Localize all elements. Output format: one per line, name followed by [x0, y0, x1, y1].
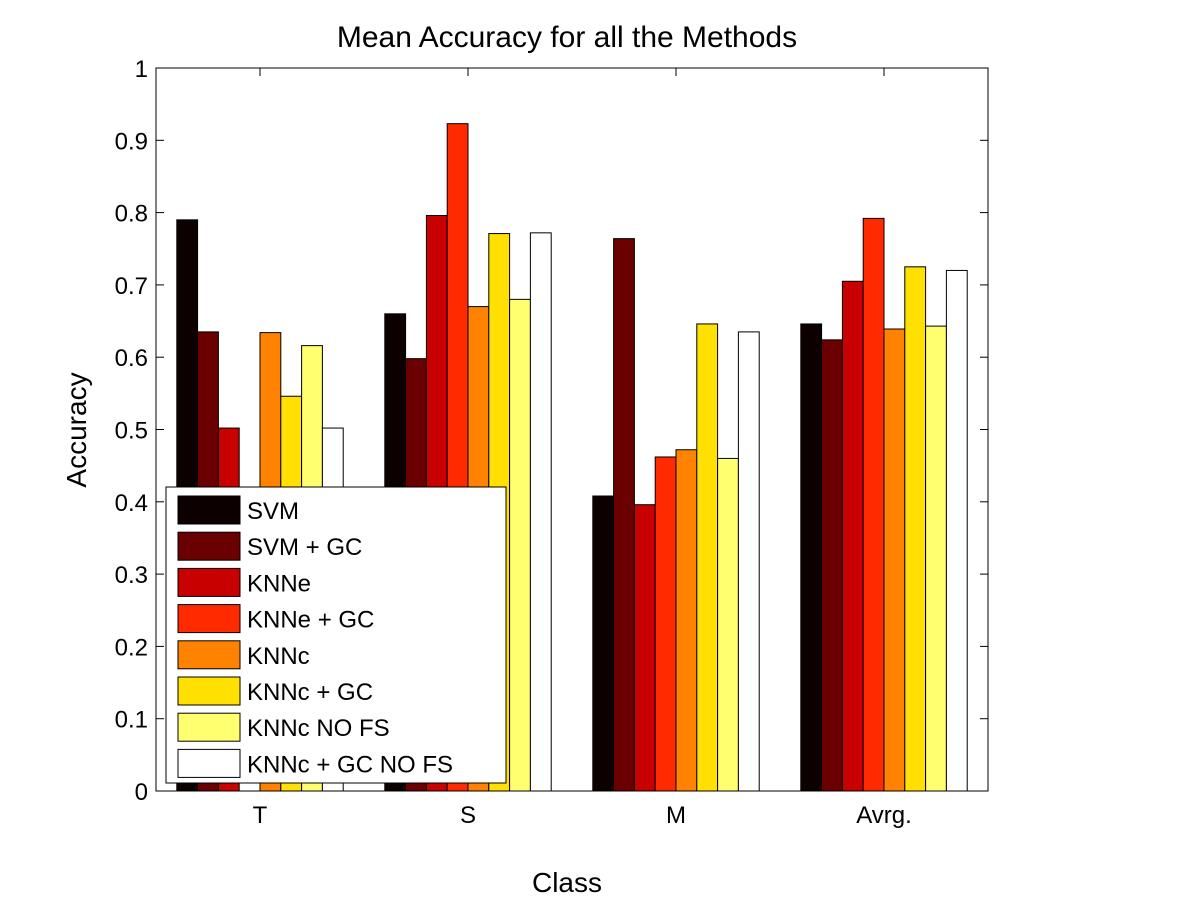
bar-avrg-series-2 [841, 280, 864, 792]
legend-label: KNNe + GC [247, 607, 374, 634]
y-tick-label: 0.8 [115, 201, 148, 228]
legend-label: KNNe [247, 570, 311, 597]
legend-label: KNNc [247, 643, 310, 670]
legend-swatch [177, 748, 241, 778]
legend-swatch [177, 676, 241, 706]
y-tick-label: 0.7 [115, 273, 148, 300]
x-tick-label: T [253, 802, 268, 829]
y-tick-label: 0 [135, 779, 148, 806]
y-tick-label: 0.2 [115, 634, 148, 661]
y-tick-label: 0.1 [115, 707, 148, 734]
legend-swatch [177, 604, 241, 634]
legend-label: SVM [247, 498, 299, 525]
x-tick-label: S [460, 802, 476, 829]
legend-swatch [177, 712, 241, 742]
y-axis: 0 0.1 0.2 0.3 0.4 0.5 0.6 0.7 0.8 0.9 1 [115, 56, 988, 806]
bar-avrg-series-5 [904, 266, 927, 792]
legend-swatch [177, 567, 241, 597]
y-tick-label: 0.5 [115, 418, 148, 445]
legend: SVM SVM + GC KNNe KNNe + GC KNNc KNNc + GC KNN… [165, 486, 507, 784]
bar-avrg-series-4 [883, 328, 906, 792]
bar-m-series-6 [717, 457, 739, 792]
y-tick-label: 1 [135, 56, 148, 83]
bar-m-series-3 [654, 456, 677, 792]
y-tick-label: 0.3 [115, 562, 148, 589]
bar-m-series-0 [592, 495, 615, 792]
bar-avrg-series-7 [945, 269, 968, 792]
legend-label: KNNc + GC NO FS [247, 751, 453, 778]
bar-m-series-4 [675, 449, 698, 792]
legend-swatch [177, 640, 241, 670]
y-tick-label: 0.4 [115, 490, 148, 517]
legend-swatch [177, 495, 241, 525]
bar-m-series-5 [696, 323, 719, 792]
bar-m-series-7 [737, 331, 760, 792]
bar-avrg-series-3 [862, 217, 885, 792]
legend-swatch [177, 531, 241, 561]
x-tick-label: M [666, 802, 686, 829]
x-axis: T S M Avrg. [253, 68, 912, 829]
bar-m-series-1 [613, 238, 635, 792]
bar-s-series-6 [509, 298, 531, 792]
bar-avrg-series-0 [800, 323, 823, 792]
legend-label: SVM + GC [247, 534, 362, 561]
bar-avrg-series-1 [821, 339, 843, 792]
bar-s-series-7 [529, 232, 552, 792]
y-axis-label: Accuracy [61, 372, 92, 487]
bar-m-series-2 [633, 504, 656, 792]
x-tick-label: Avrg. [856, 802, 912, 829]
x-axis-label: Class [532, 867, 602, 898]
chart-title: Mean Accuracy for all the Methods [337, 21, 797, 54]
y-tick-label: 0.9 [115, 128, 148, 155]
legend-label: KNNc NO FS [247, 715, 390, 742]
bar-avrg-series-6 [925, 325, 947, 792]
y-tick-label: 0.6 [115, 345, 148, 372]
legend-label: KNNc + GC [247, 679, 373, 706]
